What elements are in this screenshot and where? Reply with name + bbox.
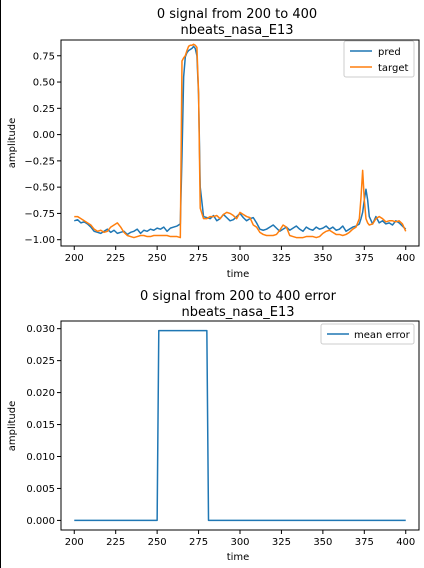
signal-x-tick-label: 300 [230,253,249,264]
signal-y-tick-label: 0.75 [33,51,55,62]
signal-y-tick-label: −0.50 [24,183,55,194]
signal-x-tick-label: 275 [189,253,208,264]
error-y-tick-label: 0.015 [26,420,55,431]
signal-x-tick-label: 200 [65,253,84,264]
signal-y-tick-label: −0.25 [24,156,55,167]
error-subplot: 0 signal from 200 to 400 error nbeats_na… [7,289,420,563]
series-line-target [74,43,407,239]
error-y-tick-label: 0.000 [26,516,55,527]
error-x-tick-label: 275 [189,537,208,548]
signal-plot-frame [60,39,420,247]
error-x-ticks: 200 225 250 275 300 325 350 375 400 [65,530,415,548]
legend-mean-error-label: mean error [354,330,411,341]
signal-x-tick-label: 325 [272,253,291,264]
error-lines [74,329,406,522]
window-left-border [0,0,1,568]
error-x-axis-label: time [227,552,250,563]
error-x-tick-label: 225 [106,537,125,548]
signal-y-tick-label: 0.50 [33,78,55,89]
signal-subplot: 0 signal from 200 to 400 nbeats_nasa_E13… [7,7,420,280]
error-plot-frame [60,320,420,531]
error-x-tick-label: 375 [355,537,374,548]
signal-x-tick-label: 400 [396,253,415,264]
error-y-tick-label: 0.025 [26,356,55,367]
signal-chart-subtitle: nbeats_nasa_E13 [180,23,293,38]
error-y-tick-label: 0.010 [26,452,55,463]
signal-x-tick-label: 250 [148,253,167,264]
signal-y-axis-label: amplitude [7,118,18,169]
signal-legend: pred target [343,40,415,78]
signal-lines [74,43,407,239]
signal-y-ticks: −1.00 −0.75 −0.50 −0.25 0.00 0.25 0.50 0.75 [24,51,61,246]
series-line-mean-error [74,329,406,522]
signal-y-tick-label: 0.25 [33,104,55,115]
error-y-tick-label: 0.020 [26,388,55,399]
legend-pred-label: pred [378,47,401,58]
error-x-tick-label: 325 [272,537,291,548]
error-chart-subtitle: nbeats_nasa_E13 [181,305,294,320]
signal-y-tick-label: −1.00 [24,235,55,246]
signal-x-tick-label: 225 [106,253,125,264]
error-legend-box [320,323,415,345]
error-y-tick-label: 0.030 [26,324,55,335]
error-x-tick-label: 400 [396,537,415,548]
error-y-ticks: 0.000 0.005 0.010 0.015 0.020 0.025 0.030 [26,324,61,527]
error-y-tick-label: 0.005 [26,484,55,495]
signal-x-ticks: 200 225 250 275 300 325 350 375 400 [65,246,415,264]
signal-legend-box [343,40,415,78]
error-x-tick-label: 350 [313,537,332,548]
signal-x-axis-label: time [227,269,250,280]
error-x-tick-label: 200 [65,537,84,548]
signal-chart-title: 0 signal from 200 to 400 [157,7,317,22]
signal-x-tick-label: 375 [355,253,374,264]
legend-target-label: target [378,63,408,74]
error-y-axis-label: amplitude [7,401,18,452]
signal-y-tick-label: 0.00 [33,130,55,141]
error-x-tick-label: 300 [230,537,249,548]
error-x-tick-label: 250 [148,537,167,548]
signal-y-tick-label: −0.75 [24,209,55,220]
series-line-pred [74,45,407,236]
error-legend: mean error [320,323,415,345]
error-chart-title: 0 signal from 200 to 400 error [140,289,337,304]
signal-x-tick-label: 350 [313,253,332,264]
